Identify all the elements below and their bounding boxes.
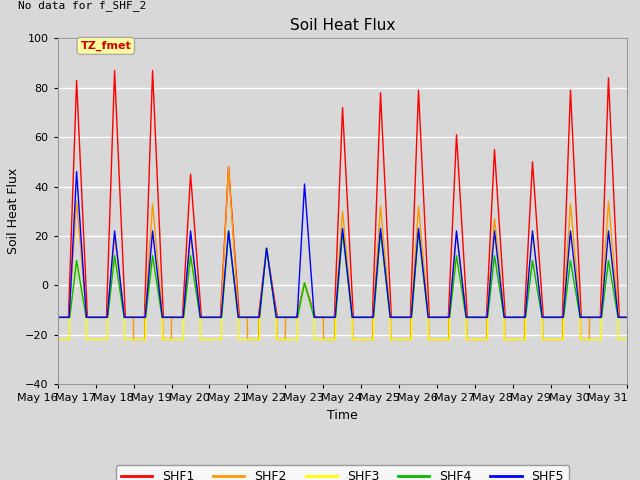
SHF1 xyxy=(359,314,367,320)
SHF4 xyxy=(372,291,380,297)
SHF5 xyxy=(589,314,596,320)
SHF3 xyxy=(359,336,367,342)
SHF5 xyxy=(54,314,61,320)
SHF5 xyxy=(508,314,516,320)
SHF2 xyxy=(509,336,516,342)
Line: SHF1: SHF1 xyxy=(58,71,627,317)
SHF3 xyxy=(225,228,232,234)
Y-axis label: Soil Heat Flux: Soil Heat Flux xyxy=(6,168,19,254)
SHF2 xyxy=(360,336,367,342)
SHF2 xyxy=(573,278,581,284)
SHF4 xyxy=(623,314,631,320)
SHF2 xyxy=(589,314,597,320)
SHF1 xyxy=(111,68,118,73)
SHF4 xyxy=(225,228,232,234)
SHF3 xyxy=(508,336,516,342)
SHF4 xyxy=(212,314,220,320)
SHF2 xyxy=(130,336,138,342)
SHF5 xyxy=(359,314,367,320)
SHF5 xyxy=(623,314,631,320)
SHF3 xyxy=(54,336,61,342)
Legend: SHF1, SHF2, SHF3, SHF4, SHF5: SHF1, SHF2, SHF3, SHF4, SHF5 xyxy=(116,465,569,480)
SHF4 xyxy=(508,314,516,320)
SHF2 xyxy=(54,314,61,320)
SHF3 xyxy=(212,336,220,342)
SHF2 xyxy=(213,314,221,320)
SHF1 xyxy=(54,314,61,320)
SHF5 xyxy=(372,286,380,292)
SHF3 xyxy=(623,336,631,342)
SHF4 xyxy=(589,314,596,320)
SHF1 xyxy=(623,314,631,320)
Line: SHF2: SHF2 xyxy=(58,167,627,339)
Line: SHF5: SHF5 xyxy=(58,172,627,317)
SHF2 xyxy=(623,314,631,320)
SHF1 xyxy=(508,314,516,320)
SHF2 xyxy=(225,164,232,169)
Line: SHF4: SHF4 xyxy=(58,231,627,317)
SHF5 xyxy=(573,287,581,292)
SHF5 xyxy=(213,314,221,320)
Line: SHF3: SHF3 xyxy=(58,231,627,339)
SHF3 xyxy=(372,291,380,297)
SHF3 xyxy=(589,336,596,342)
SHF1 xyxy=(589,314,596,320)
SHF3 xyxy=(573,288,581,294)
X-axis label: Time: Time xyxy=(327,408,358,421)
SHF1 xyxy=(573,226,581,232)
SHF4 xyxy=(573,297,581,303)
SHF1 xyxy=(372,228,380,233)
Text: No data for f_SHF_2: No data for f_SHF_2 xyxy=(18,0,146,12)
Text: TZ_fmet: TZ_fmet xyxy=(81,41,131,51)
SHF2 xyxy=(372,272,380,278)
SHF1 xyxy=(213,314,221,320)
SHF4 xyxy=(54,314,61,320)
Title: Soil Heat Flux: Soil Heat Flux xyxy=(290,18,395,33)
SHF4 xyxy=(359,314,367,320)
SHF5 xyxy=(73,169,81,175)
